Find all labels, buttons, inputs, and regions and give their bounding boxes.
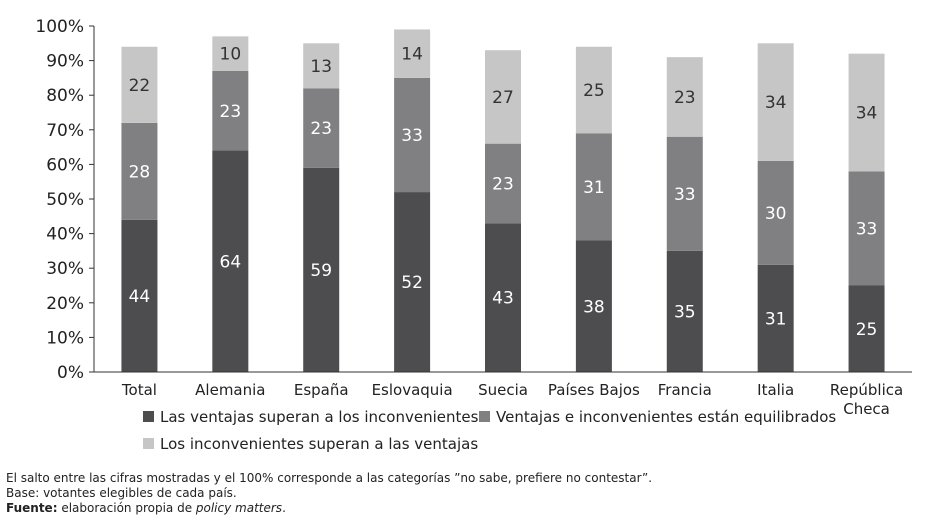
x-tick-label: Países Bajos: [548, 381, 640, 399]
bar-segment: [394, 192, 431, 372]
bar-value-label: 33: [674, 185, 696, 205]
bar-value-label: 64: [220, 252, 242, 272]
bar-value-label: 23: [310, 119, 332, 139]
legend-swatch: [143, 438, 154, 449]
legend-label: Ventajas e inconvenientes están equilibr…: [496, 408, 836, 426]
bar-value-label: 14: [401, 45, 423, 65]
source-label: Fuente:: [6, 501, 58, 515]
bar-value-label: 23: [220, 102, 242, 122]
bar-segment: [121, 46, 158, 123]
bar-value-label: 35: [674, 302, 696, 322]
bar-segment: [303, 43, 340, 89]
bar-value-label: 22: [129, 76, 151, 96]
source-text-before: elaboración propia de: [57, 501, 196, 515]
x-tick-label: Francia: [658, 381, 712, 399]
legend-swatch: [143, 411, 154, 422]
bar-segment: [121, 219, 158, 372]
bar-segment: [303, 88, 340, 168]
bar-value-label: 25: [583, 81, 605, 101]
legend-swatch: [479, 411, 490, 422]
x-tick-label: Eslovaquia: [372, 381, 453, 399]
bar-segment: [666, 57, 703, 137]
bar-value-label: 33: [856, 219, 878, 239]
bar-segment: [757, 264, 794, 372]
bar-segment: [848, 285, 885, 372]
y-tick-label: 20%: [46, 294, 84, 314]
bar-value-label: 34: [856, 104, 878, 124]
x-tick-label: España: [294, 381, 349, 399]
note-line-1: El salto entre las cifras mostradas y el…: [6, 471, 653, 485]
bar-segment: [575, 46, 612, 134]
bar-segment: [848, 171, 885, 286]
y-tick-label: 90%: [46, 52, 84, 72]
bar-value-label: 38: [583, 297, 605, 317]
bar-segment: [848, 53, 885, 172]
x-tick-label: República: [830, 381, 903, 399]
source-italic: policy matters: [195, 501, 283, 515]
chart-notes: El salto entre las cifras mostradas y el…: [6, 471, 652, 516]
bar-value-label: 10: [220, 45, 242, 65]
bar-value-label: 59: [310, 261, 332, 281]
y-tick-label: 30%: [46, 259, 84, 279]
bar-segment: [666, 250, 703, 372]
bar-value-label: 34: [765, 93, 787, 113]
source-line: Fuente: elaboración propia de policy mat…: [6, 501, 652, 516]
bar-segment: [757, 43, 794, 161]
bar-value-label: 43: [492, 289, 514, 309]
x-tick-label: Italia: [757, 381, 794, 399]
bar-value-label: 31: [765, 309, 787, 329]
bar-value-label: 52: [401, 273, 423, 293]
bar-value-label: 27: [492, 88, 514, 108]
y-tick-label: 100%: [35, 17, 84, 37]
y-tick-label: 70%: [46, 121, 84, 141]
bar-segment: [212, 36, 249, 71]
bar-segment: [212, 150, 249, 372]
y-tick-label: 10%: [46, 328, 84, 348]
legend-label: Las ventajas superan a los inconveniente…: [160, 408, 479, 426]
bar-value-label: 25: [856, 320, 878, 340]
y-tick-label: 40%: [46, 225, 84, 245]
note-line-2: Base: votantes elegibles de cada país.: [6, 486, 237, 500]
y-tick-label: 0%: [57, 363, 84, 383]
source-text-after: .: [282, 501, 286, 515]
bar-value-label: 33: [401, 126, 423, 146]
bar-value-label: 23: [674, 88, 696, 108]
y-tick-label: 50%: [46, 190, 84, 210]
x-tick-label: Checa: [843, 400, 890, 418]
bar-segment: [394, 77, 431, 193]
x-tick-label: Alemania: [195, 381, 265, 399]
bar-segment: [212, 70, 249, 151]
bar-segment: [666, 136, 703, 251]
x-tick-label: Suecia: [478, 381, 528, 399]
bar-segment: [485, 50, 521, 144]
bar-segment: [394, 29, 431, 78]
bar-value-label: 30: [765, 204, 787, 224]
bar-segment: [303, 167, 340, 372]
x-tick-label: Total: [121, 381, 157, 399]
bar-segment: [121, 122, 158, 220]
bar-segment: [485, 223, 521, 372]
bar-value-label: 31: [583, 178, 605, 198]
legend-label: Los inconvenientes superan a las ventaja…: [160, 435, 478, 453]
bar-value-label: 13: [310, 57, 332, 77]
bar-segment: [575, 133, 612, 241]
bar-value-label: 23: [492, 174, 514, 194]
stacked-bar-chart: 0% 10% 20% 30% 40% 50% 60% 70% 80% 90% 100% 44 28 22 T…: [35, 17, 912, 453]
bar-value-label: 28: [129, 162, 151, 182]
bar-segment: [757, 160, 794, 265]
y-tick-label: 60%: [46, 155, 84, 175]
bar-segment: [485, 143, 521, 224]
bar-value-label: 44: [129, 287, 151, 307]
y-tick-label: 80%: [46, 86, 84, 106]
bar-segment: [575, 240, 612, 372]
